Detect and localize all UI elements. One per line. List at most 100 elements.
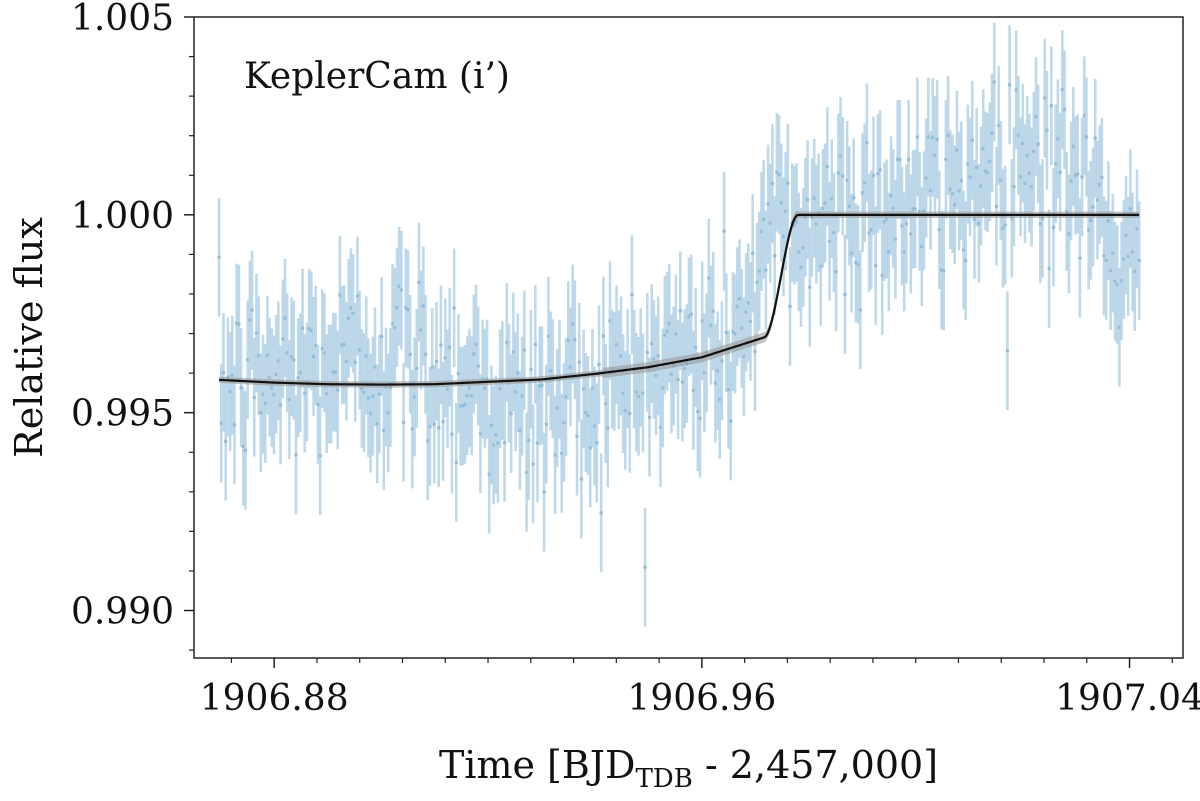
data-point bbox=[221, 370, 226, 375]
data-point bbox=[217, 255, 221, 259]
data-point bbox=[278, 403, 283, 407]
data-point bbox=[577, 360, 582, 365]
data-point bbox=[805, 197, 810, 202]
data-point bbox=[595, 440, 599, 445]
data-point bbox=[935, 137, 939, 142]
data-point bbox=[502, 440, 507, 445]
data-point bbox=[641, 391, 645, 395]
x-axis-label-subscript: TDB bbox=[636, 764, 693, 794]
data-point bbox=[678, 309, 683, 313]
data-point bbox=[1091, 205, 1095, 209]
data-point bbox=[250, 308, 254, 312]
data-point bbox=[399, 288, 404, 292]
data-point bbox=[904, 222, 909, 226]
data-point bbox=[825, 164, 830, 169]
data-point bbox=[1058, 170, 1062, 174]
data-point bbox=[840, 174, 845, 179]
data-point bbox=[728, 419, 733, 423]
y-axis-label: Relative flux bbox=[7, 217, 51, 458]
data-point bbox=[788, 304, 792, 309]
data-point bbox=[509, 411, 513, 416]
data-point bbox=[605, 426, 610, 430]
data-point bbox=[843, 292, 847, 297]
data-point bbox=[252, 395, 257, 400]
data-point bbox=[526, 438, 531, 443]
data-point bbox=[544, 422, 549, 426]
data-point bbox=[223, 439, 228, 444]
x-axis-label-prefix: Time [BJD bbox=[439, 743, 636, 787]
data-point bbox=[865, 140, 869, 145]
data-point bbox=[750, 251, 755, 256]
data-point bbox=[408, 352, 412, 357]
data-point bbox=[291, 358, 296, 362]
data-point bbox=[906, 157, 911, 162]
data-point bbox=[915, 135, 920, 139]
data-point bbox=[941, 269, 946, 273]
data-point bbox=[1003, 223, 1008, 227]
data-point bbox=[335, 388, 340, 392]
data-point bbox=[753, 349, 757, 354]
data-point bbox=[597, 362, 601, 367]
data-point bbox=[630, 292, 634, 297]
data-point bbox=[770, 181, 775, 186]
plot-area-frame bbox=[193, 16, 1184, 659]
data-point bbox=[232, 423, 237, 427]
data-point bbox=[452, 306, 456, 310]
data-point bbox=[807, 285, 812, 290]
y-tick-label: 0.990 bbox=[71, 592, 174, 633]
data-point bbox=[871, 173, 876, 178]
data-point bbox=[643, 565, 647, 570]
data-point bbox=[434, 359, 439, 364]
data-point bbox=[531, 462, 535, 466]
data-point bbox=[476, 364, 481, 368]
data-point bbox=[764, 268, 768, 272]
data-point bbox=[447, 345, 452, 350]
data-point bbox=[1036, 142, 1040, 146]
data-point bbox=[645, 350, 650, 355]
data-point bbox=[1007, 82, 1012, 87]
instrument-annotation: KeplerCam (i’) bbox=[244, 56, 510, 97]
data-point bbox=[698, 416, 702, 421]
x-tick-label: 1907.04 bbox=[1055, 678, 1200, 719]
data-point bbox=[786, 181, 790, 185]
data-point bbox=[873, 263, 878, 268]
data-point bbox=[913, 206, 917, 211]
data-point bbox=[970, 138, 975, 143]
data-point bbox=[1012, 184, 1016, 189]
data-point bbox=[1080, 175, 1084, 179]
data-point bbox=[450, 432, 454, 436]
data-point bbox=[575, 434, 579, 439]
data-point bbox=[439, 343, 443, 347]
data-point bbox=[243, 448, 248, 453]
data-point bbox=[722, 229, 726, 233]
data-point bbox=[1049, 104, 1054, 108]
data-point bbox=[994, 204, 999, 209]
data-point bbox=[1047, 266, 1051, 271]
data-point bbox=[401, 420, 406, 425]
data-point bbox=[963, 258, 968, 263]
data-point bbox=[533, 342, 538, 347]
data-point bbox=[573, 337, 577, 342]
ticks-layer: 1906.88 1906.96 1907.04 0.990 0.995 1.000 1.00… bbox=[71, 0, 1200, 719]
data-point bbox=[542, 490, 546, 494]
data-point bbox=[454, 460, 459, 465]
data-point bbox=[693, 345, 698, 350]
data-point bbox=[353, 360, 358, 365]
y-tick-label: 1.005 bbox=[71, 0, 174, 39]
data-point bbox=[294, 452, 298, 457]
data-point bbox=[522, 348, 527, 352]
data-point bbox=[898, 157, 902, 162]
data-point bbox=[689, 312, 694, 316]
data-point bbox=[1045, 128, 1049, 133]
model-curve bbox=[219, 213, 1140, 386]
x-axis-label-suffix: - 2,457,000] bbox=[693, 743, 938, 787]
data-point bbox=[1137, 258, 1141, 263]
x-tick-label: 1906.96 bbox=[627, 678, 776, 719]
data-point bbox=[529, 367, 533, 372]
data-point bbox=[540, 383, 544, 388]
data-point bbox=[834, 269, 838, 274]
data-point bbox=[893, 237, 898, 241]
data-point bbox=[676, 377, 680, 382]
data-point bbox=[423, 352, 428, 357]
